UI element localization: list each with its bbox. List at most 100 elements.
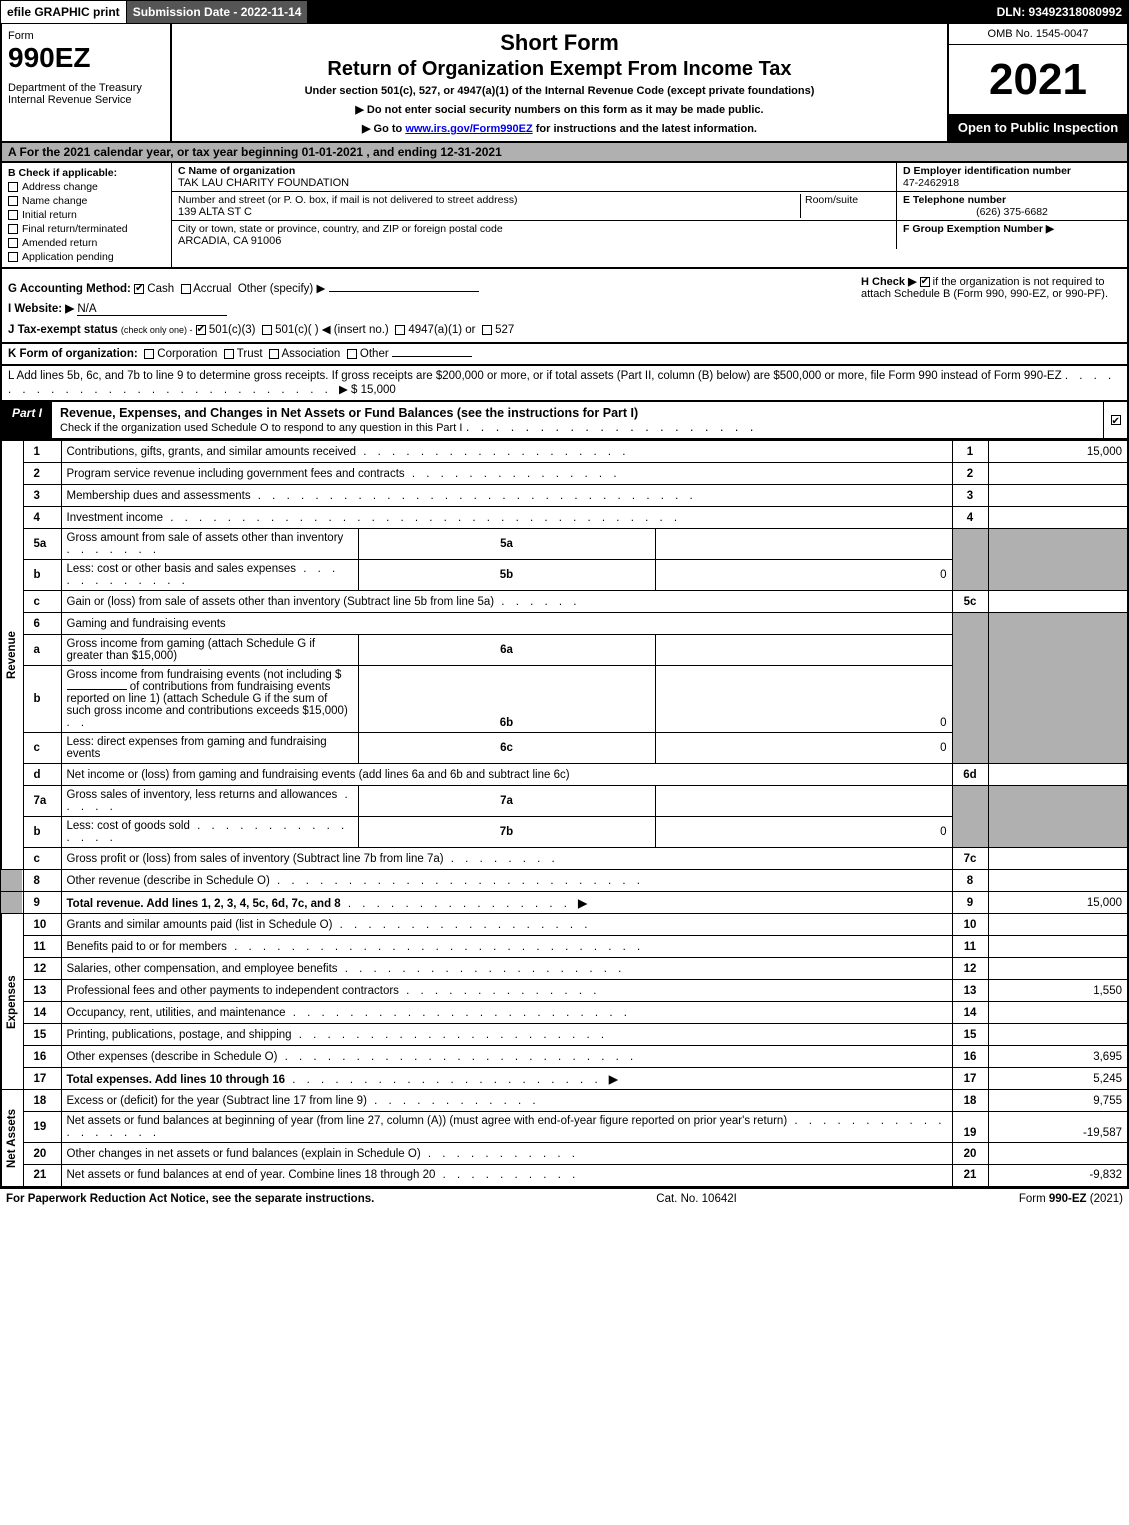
checkbox-icon[interactable] [8, 224, 18, 234]
footer-center: Cat. No. 10642I [656, 1193, 737, 1205]
line-4: 4Investment income . . . . . . . . . . .… [1, 507, 1128, 529]
city-label: City or town, state or province, country… [178, 223, 890, 235]
checkbox-icon[interactable] [8, 182, 18, 192]
line-5a: 5aGross amount from sale of assets other… [1, 529, 1128, 560]
org-name: TAK LAU CHARITY FOUNDATION [178, 177, 890, 189]
street-label: Number and street (or P. O. box, if mail… [178, 194, 800, 206]
footer-right: Form 990-EZ (2021) [1019, 1193, 1123, 1205]
checkbox-other-icon[interactable] [347, 349, 357, 359]
line-1: Revenue1Contributions, gifts, grants, an… [1, 441, 1128, 463]
line-17: 17Total expenses. Add lines 10 through 1… [1, 1068, 1128, 1090]
footer-left: For Paperwork Reduction Act Notice, see … [6, 1193, 374, 1205]
expenses-label: Expenses [1, 914, 23, 1090]
irs-link[interactable]: www.irs.gov/Form990EZ [405, 123, 532, 135]
line-2: 2Program service revenue including gover… [1, 463, 1128, 485]
checkbox-h-icon[interactable] [920, 277, 930, 287]
checkbox-assoc-icon[interactable] [269, 349, 279, 359]
dept-label: Department of the Treasury Internal Reve… [8, 82, 164, 106]
ein-value: 47-2462918 [903, 177, 1121, 189]
line-3: 3Membership dues and assessments . . . .… [1, 485, 1128, 507]
line-10: Expenses10Grants and similar amounts pai… [1, 914, 1128, 936]
b-initial-return: Initial return [8, 209, 165, 221]
dln: DLN: 93492318080992 [991, 1, 1128, 23]
j-line: J Tax-exempt status (check only one) - 5… [8, 322, 1121, 336]
checkbox-4947-icon[interactable] [395, 325, 405, 335]
part1-label: Part I [2, 402, 52, 438]
b-address-change: Address change [8, 181, 165, 193]
checkbox-icon[interactable] [8, 210, 18, 220]
street-value: 139 ALTA ST C [178, 206, 800, 218]
checkbox-corp-icon[interactable] [144, 349, 154, 359]
line-18: Net Assets18Excess or (deficit) for the … [1, 1090, 1128, 1112]
city-value: ARCADIA, CA 91006 [178, 235, 890, 247]
line-12: 12Salaries, other compensation, and empl… [1, 958, 1128, 980]
checkbox-icon[interactable] [8, 252, 18, 262]
line-20: 20Other changes in net assets or fund ba… [1, 1143, 1128, 1165]
topbar: efile GRAPHIC print Submission Date - 20… [0, 0, 1129, 24]
website-value: N/A [77, 303, 227, 316]
section-a: A For the 2021 calendar year, or tax yea… [0, 143, 1129, 163]
h-box: H Check ▶ if the organization is not req… [861, 275, 1121, 300]
line-9: 9Total revenue. Add lines 1, 2, 3, 4, 5c… [1, 892, 1128, 914]
checkbox-icon[interactable] [8, 196, 18, 206]
checkbox-501c-icon[interactable] [262, 325, 272, 335]
instr2-post: for instructions and the latest informat… [533, 123, 757, 135]
other-specify-input[interactable] [329, 291, 479, 292]
checkbox-accrual-icon[interactable] [181, 284, 191, 294]
checkbox-501c3-icon[interactable] [196, 325, 206, 335]
checkbox-icon [1111, 415, 1121, 425]
checkbox-cash-icon[interactable] [134, 284, 144, 294]
line-16: 16Other expenses (describe in Schedule O… [1, 1046, 1128, 1068]
revenue-label: Revenue [1, 441, 23, 870]
header-right: OMB No. 1545-0047 2021 Open to Public In… [947, 24, 1127, 141]
part1-title: Revenue, Expenses, and Changes in Net As… [52, 402, 1103, 438]
checkbox-527-icon[interactable] [482, 325, 492, 335]
f-group-label: F Group Exemption Number ▶ [903, 223, 1121, 235]
subtitle: Under section 501(c), 527, or 4947(a)(1)… [182, 85, 937, 97]
footer: For Paperwork Reduction Act Notice, see … [0, 1188, 1129, 1209]
i-line: I Website: ▶ N/A [8, 301, 1121, 316]
section-cde: C Name of organization TAK LAU CHARITY F… [172, 163, 1127, 267]
b-final-return: Final return/terminated [8, 223, 165, 235]
header-center: Short Form Return of Organization Exempt… [172, 24, 947, 141]
section-l: L Add lines 5b, 6c, and 7b to line 9 to … [0, 366, 1129, 402]
b-application-pending: Application pending [8, 251, 165, 263]
line-15: 15Printing, publications, postage, and s… [1, 1024, 1128, 1046]
line-6d: dNet income or (loss) from gaming and fu… [1, 764, 1128, 786]
line-13: 13Professional fees and other payments t… [1, 980, 1128, 1002]
omb-number: OMB No. 1545-0047 [949, 24, 1127, 45]
b-amended-return: Amended return [8, 237, 165, 249]
b-name-change: Name change [8, 195, 165, 207]
d-ein-label: D Employer identification number [903, 165, 1121, 177]
return-title: Return of Organization Exempt From Incom… [182, 58, 937, 81]
checkbox-trust-icon[interactable] [224, 349, 234, 359]
header: Form 990EZ Department of the Treasury In… [0, 24, 1129, 143]
checkbox-icon[interactable] [8, 238, 18, 248]
form-container: efile GRAPHIC print Submission Date - 20… [0, 0, 1129, 1209]
instr-goto: ▶ Go to www.irs.gov/Form990EZ for instru… [182, 122, 937, 135]
form-number: 990EZ [8, 42, 164, 74]
room-label: Room/suite [805, 194, 890, 206]
line-table: Revenue1Contributions, gifts, grants, an… [0, 440, 1129, 1188]
short-form-title: Short Form [182, 30, 937, 56]
netassets-label: Net Assets [1, 1090, 23, 1187]
instr2-pre: ▶ Go to [362, 123, 405, 135]
part1-checkbox[interactable] [1103, 402, 1127, 438]
line-5c: cGain or (loss) from sale of assets othe… [1, 591, 1128, 613]
part1-header: Part I Revenue, Expenses, and Changes in… [0, 402, 1129, 440]
k-other-input[interactable] [392, 356, 472, 357]
section-bcde: B Check if applicable: Address change Na… [0, 163, 1129, 269]
line-14: 14Occupancy, rent, utilities, and mainte… [1, 1002, 1128, 1024]
line-7c: cGross profit or (loss) from sales of in… [1, 848, 1128, 870]
instr-ssn: ▶ Do not enter social security numbers o… [182, 103, 937, 116]
submission-date: Submission Date - 2022-11-14 [127, 1, 309, 23]
line-6: 6Gaming and fundraising events [1, 613, 1128, 635]
e-phone-label: E Telephone number [903, 194, 1121, 206]
phone-value: (626) 375-6682 [903, 206, 1121, 218]
section-ghij: G Accounting Method: Cash Accrual Other … [0, 269, 1129, 344]
efile-label: efile GRAPHIC print [1, 1, 127, 23]
topbar-spacer [308, 1, 990, 23]
line-19: 19Net assets or fund balances at beginni… [1, 1112, 1128, 1143]
tax-year: 2021 [949, 45, 1127, 114]
line-21: 21Net assets or fund balances at end of … [1, 1165, 1128, 1187]
